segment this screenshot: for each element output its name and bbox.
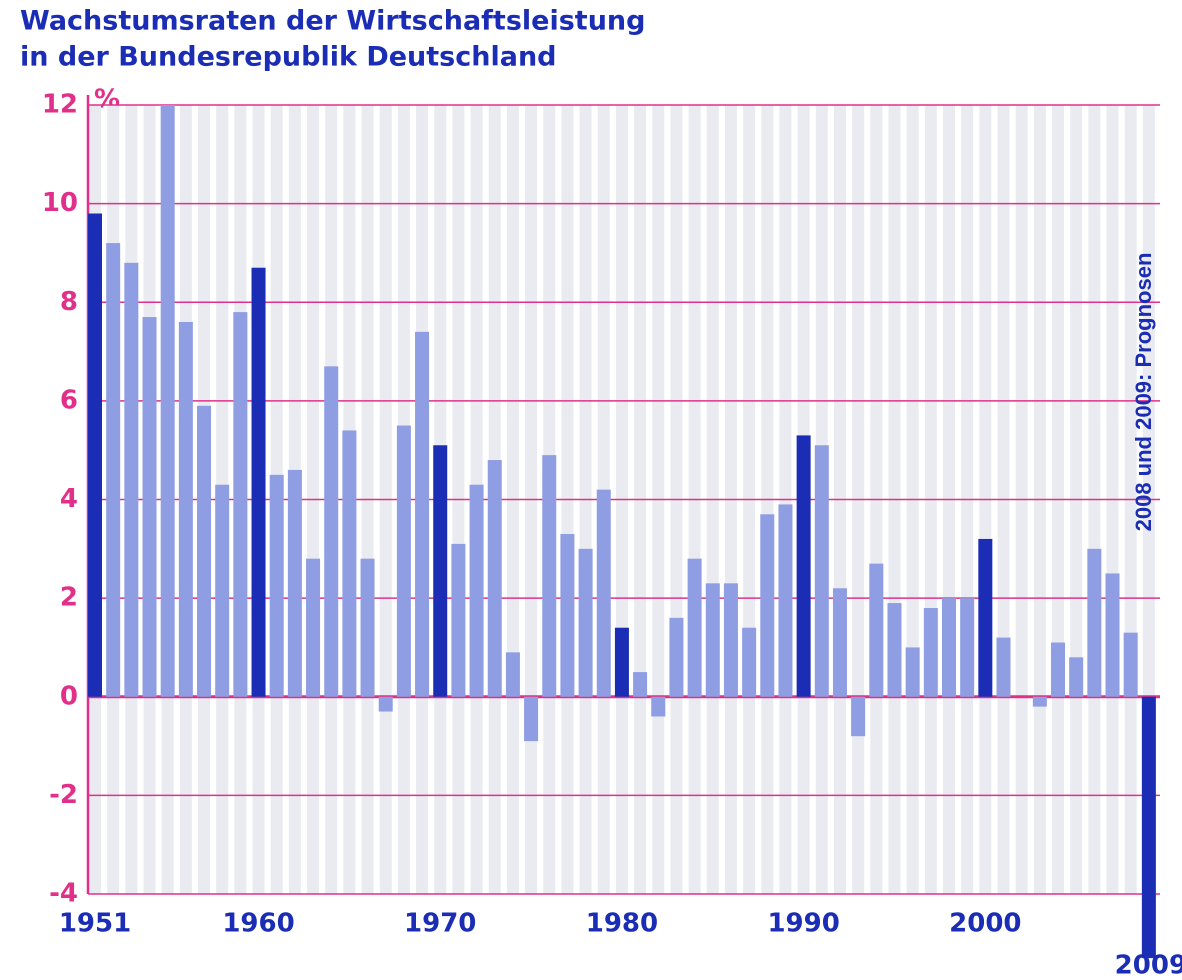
bar: [542, 455, 557, 697]
bar: [487, 460, 502, 697]
bar: [905, 647, 920, 697]
bar: [760, 514, 775, 697]
bar: [941, 598, 956, 697]
bar: [814, 445, 829, 697]
bar: [742, 627, 757, 697]
bar: [1123, 632, 1138, 697]
bar: [560, 534, 575, 697]
y-tick-label: 12: [42, 90, 78, 120]
bar: [378, 696, 393, 712]
bar: [578, 548, 593, 697]
bar: [433, 445, 448, 697]
x-tick-label: 1960: [222, 909, 294, 939]
x-tick-label: 2009: [1115, 951, 1182, 980]
bar: [1032, 696, 1047, 707]
bar: [651, 696, 666, 717]
bar: [524, 696, 539, 742]
bar: [233, 312, 248, 697]
bar: [324, 366, 339, 697]
bar: [396, 425, 411, 697]
x-tick-label: 1990: [767, 909, 839, 939]
bar: [923, 607, 938, 697]
bar: [1105, 573, 1120, 697]
bar: [687, 558, 702, 697]
bar: [178, 321, 193, 697]
y-tick-label: 6: [60, 385, 78, 415]
annotation: 2008 und 2009: Prognosen: [1131, 253, 1156, 532]
bar: [287, 469, 302, 697]
bar: [1051, 642, 1066, 697]
bar: [505, 652, 520, 697]
bar: [415, 331, 430, 697]
bar: [996, 637, 1011, 697]
bar: [88, 213, 102, 697]
bar: [124, 262, 139, 697]
bar: [796, 435, 811, 697]
y-tick-label: 4: [60, 484, 78, 514]
bar: [596, 489, 611, 697]
x-tick-label: 1951: [59, 909, 131, 939]
bar: [1069, 657, 1084, 697]
y-tick-label: -4: [49, 879, 78, 909]
y-tick-label: 2: [60, 583, 78, 613]
bar: [705, 583, 720, 697]
x-tick-label: 2000: [949, 909, 1021, 939]
bar: [451, 543, 466, 697]
x-tick-label: 1980: [586, 909, 658, 939]
bar: [669, 617, 684, 697]
bar: [197, 405, 212, 697]
bar: [832, 588, 847, 697]
bar: [978, 538, 993, 697]
bar: [960, 598, 975, 697]
bar: [106, 243, 121, 697]
bar: [251, 267, 266, 697]
bar: [1141, 696, 1156, 959]
bar: [160, 105, 175, 697]
bar: [723, 583, 738, 697]
bar: [342, 430, 357, 697]
bar: [887, 603, 902, 697]
bar: [269, 474, 284, 697]
y-tick-label: -2: [49, 780, 78, 810]
x-tick-label: 1970: [404, 909, 476, 939]
y-tick-label: 10: [42, 188, 78, 218]
bar: [778, 504, 793, 697]
bar: [215, 484, 230, 697]
bar: [633, 672, 648, 697]
bar: [851, 696, 866, 737]
y-tick-label: 8: [60, 287, 78, 317]
bar: [469, 484, 484, 697]
bar: [306, 558, 321, 697]
bar: [614, 627, 629, 697]
bar: [142, 317, 157, 697]
bar: [1087, 548, 1102, 697]
bar: [869, 563, 884, 697]
chart-title: Wachstumsraten der Wirtschaftsleistung: [20, 6, 645, 37]
y-tick-label: 0: [60, 681, 78, 711]
bar: [360, 558, 375, 697]
chart-title: in der Bundesrepublik Deutschland: [20, 42, 557, 73]
